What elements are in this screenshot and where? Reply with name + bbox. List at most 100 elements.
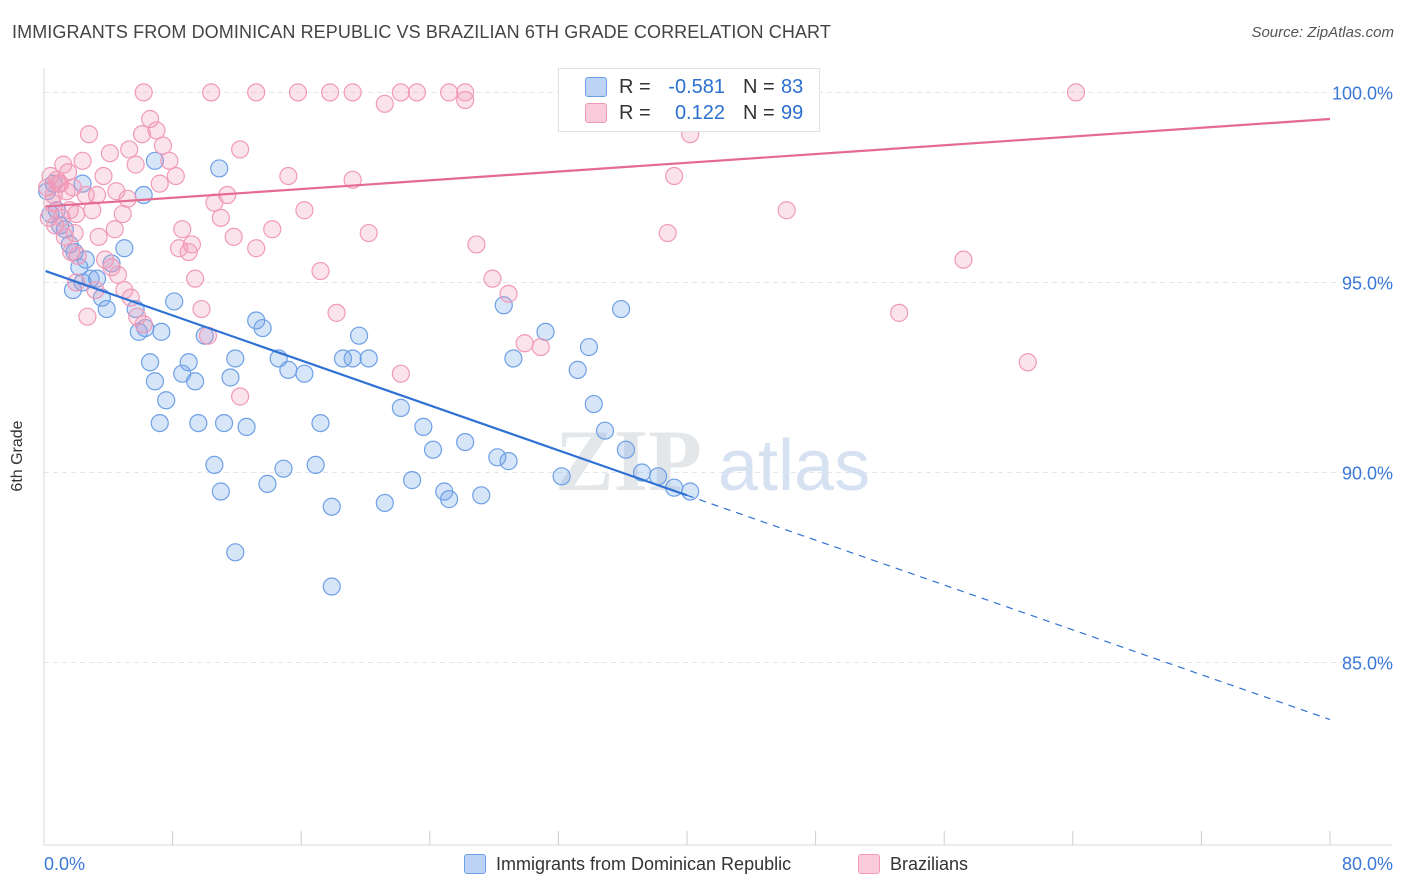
dominican-point <box>152 322 171 341</box>
brazilian-point <box>113 204 132 224</box>
brazilian-point <box>166 166 185 186</box>
blue-swatch <box>464 854 486 874</box>
watermark-atlas: atlas <box>718 426 870 506</box>
dominican-point <box>536 322 555 341</box>
dominican-point <box>391 398 410 417</box>
dominican-point <box>295 364 314 383</box>
r-label: R = <box>619 75 651 98</box>
brazilian-point <box>73 151 92 170</box>
brazilian-point <box>211 208 230 227</box>
chart-source: Source: ZipAtlas.com <box>1251 24 1394 41</box>
dominican-point <box>456 432 475 452</box>
dominican-point <box>274 459 293 478</box>
dominican-point <box>247 311 266 330</box>
dominican-point <box>211 482 230 501</box>
dominican-point <box>359 349 378 368</box>
brazilian-point <box>263 220 282 239</box>
brazilian-point <box>343 170 362 189</box>
brazilian-point <box>327 303 346 322</box>
dominican-point <box>579 337 599 357</box>
brazilian-point <box>118 189 137 208</box>
brazilian-point <box>83 201 102 220</box>
brazilian-point <box>531 337 550 357</box>
legend-item-brazilians: Brazilians <box>858 852 968 876</box>
dominican-trend-line <box>45 270 688 497</box>
y-tick-label: 90.0% <box>1342 464 1393 484</box>
dominican-point <box>322 577 341 596</box>
pink-swatch <box>858 854 880 874</box>
brazilian-point <box>777 201 796 220</box>
brazilian-point <box>128 307 147 326</box>
n-label: N = <box>743 75 775 98</box>
brazilian-point <box>105 220 124 239</box>
brazilian-point <box>295 201 314 220</box>
brazilian-point <box>224 227 243 246</box>
dominican-point <box>349 326 369 345</box>
brazilian-point <box>192 299 211 319</box>
dominican-point <box>279 360 298 379</box>
dominican-point <box>494 296 513 315</box>
brazilian-point <box>134 315 153 334</box>
dominican-point <box>472 486 491 505</box>
dominican-point <box>343 349 362 368</box>
brazilian-point <box>68 246 87 265</box>
stats-legend-row-blue: R = -0.581 N = 83 <box>585 74 803 100</box>
dominican-point <box>221 368 240 387</box>
brazilian-point <box>147 121 166 140</box>
dominican-point <box>253 318 272 338</box>
dominican-point <box>681 482 700 501</box>
brazilian-point <box>391 364 410 383</box>
brazilian-point <box>95 250 115 269</box>
dominican-point <box>616 440 636 459</box>
n-label: N = <box>743 101 775 124</box>
dominican-point <box>165 292 184 311</box>
dominican-point <box>306 455 325 475</box>
brazilian-point <box>52 208 71 227</box>
brazilian-point <box>231 387 250 406</box>
stats-legend-row-pink: R = 0.122 N = 99 <box>585 100 803 126</box>
y-axis-label: 6th Grade <box>9 420 26 492</box>
dominican-point <box>611 299 631 319</box>
dominican-point <box>226 543 245 562</box>
brazilian-point <box>515 334 534 353</box>
brazilian-point <box>126 155 145 174</box>
dominican-point <box>186 372 205 391</box>
dominican-point <box>403 471 422 490</box>
brazilian-point <box>391 83 410 102</box>
brazilian-point <box>55 227 74 246</box>
brazilian-point <box>76 185 95 205</box>
legend-label: Immigrants from Dominican Republic <box>496 853 792 874</box>
r-value: 0.122 <box>674 101 725 124</box>
brazilian-point <box>665 166 684 186</box>
brazilian-point <box>79 125 99 144</box>
n-value: 99 <box>781 101 804 124</box>
brazilian-point <box>288 83 308 102</box>
dominican-point <box>145 151 165 170</box>
brazilian-point <box>311 261 330 281</box>
dominican-point <box>145 372 165 391</box>
legend-label: Brazilians <box>890 853 969 874</box>
brazilian-point <box>100 144 120 163</box>
brazilian-point <box>231 140 250 159</box>
brazilian-point <box>343 83 362 102</box>
dominican-point <box>157 391 176 410</box>
legend-item-dominican: Immigrants from Dominican Republic <box>464 852 791 876</box>
brazilian-point <box>78 307 97 326</box>
brazilian-point <box>186 269 205 288</box>
brazilian-point <box>456 83 475 102</box>
brazilian-point <box>65 223 84 243</box>
brazilian-point <box>202 83 221 102</box>
brazilian-point <box>499 284 518 303</box>
x-tick-label: 80.0% <box>1342 854 1393 874</box>
n-value: 83 <box>781 75 804 98</box>
dominican-point <box>414 417 433 436</box>
brazilian-trend-line <box>45 117 1331 208</box>
chart-title: IMMIGRANTS FROM DOMINICAN REPUBLIC VS BR… <box>12 22 831 42</box>
dominican-point <box>435 482 454 501</box>
brazilian-point <box>483 269 502 288</box>
brazilian-point <box>247 83 266 102</box>
y-tick-label: 95.0% <box>1342 273 1393 293</box>
dominican-point <box>584 394 603 414</box>
dominican-point <box>258 474 277 494</box>
pink-swatch <box>585 103 607 123</box>
